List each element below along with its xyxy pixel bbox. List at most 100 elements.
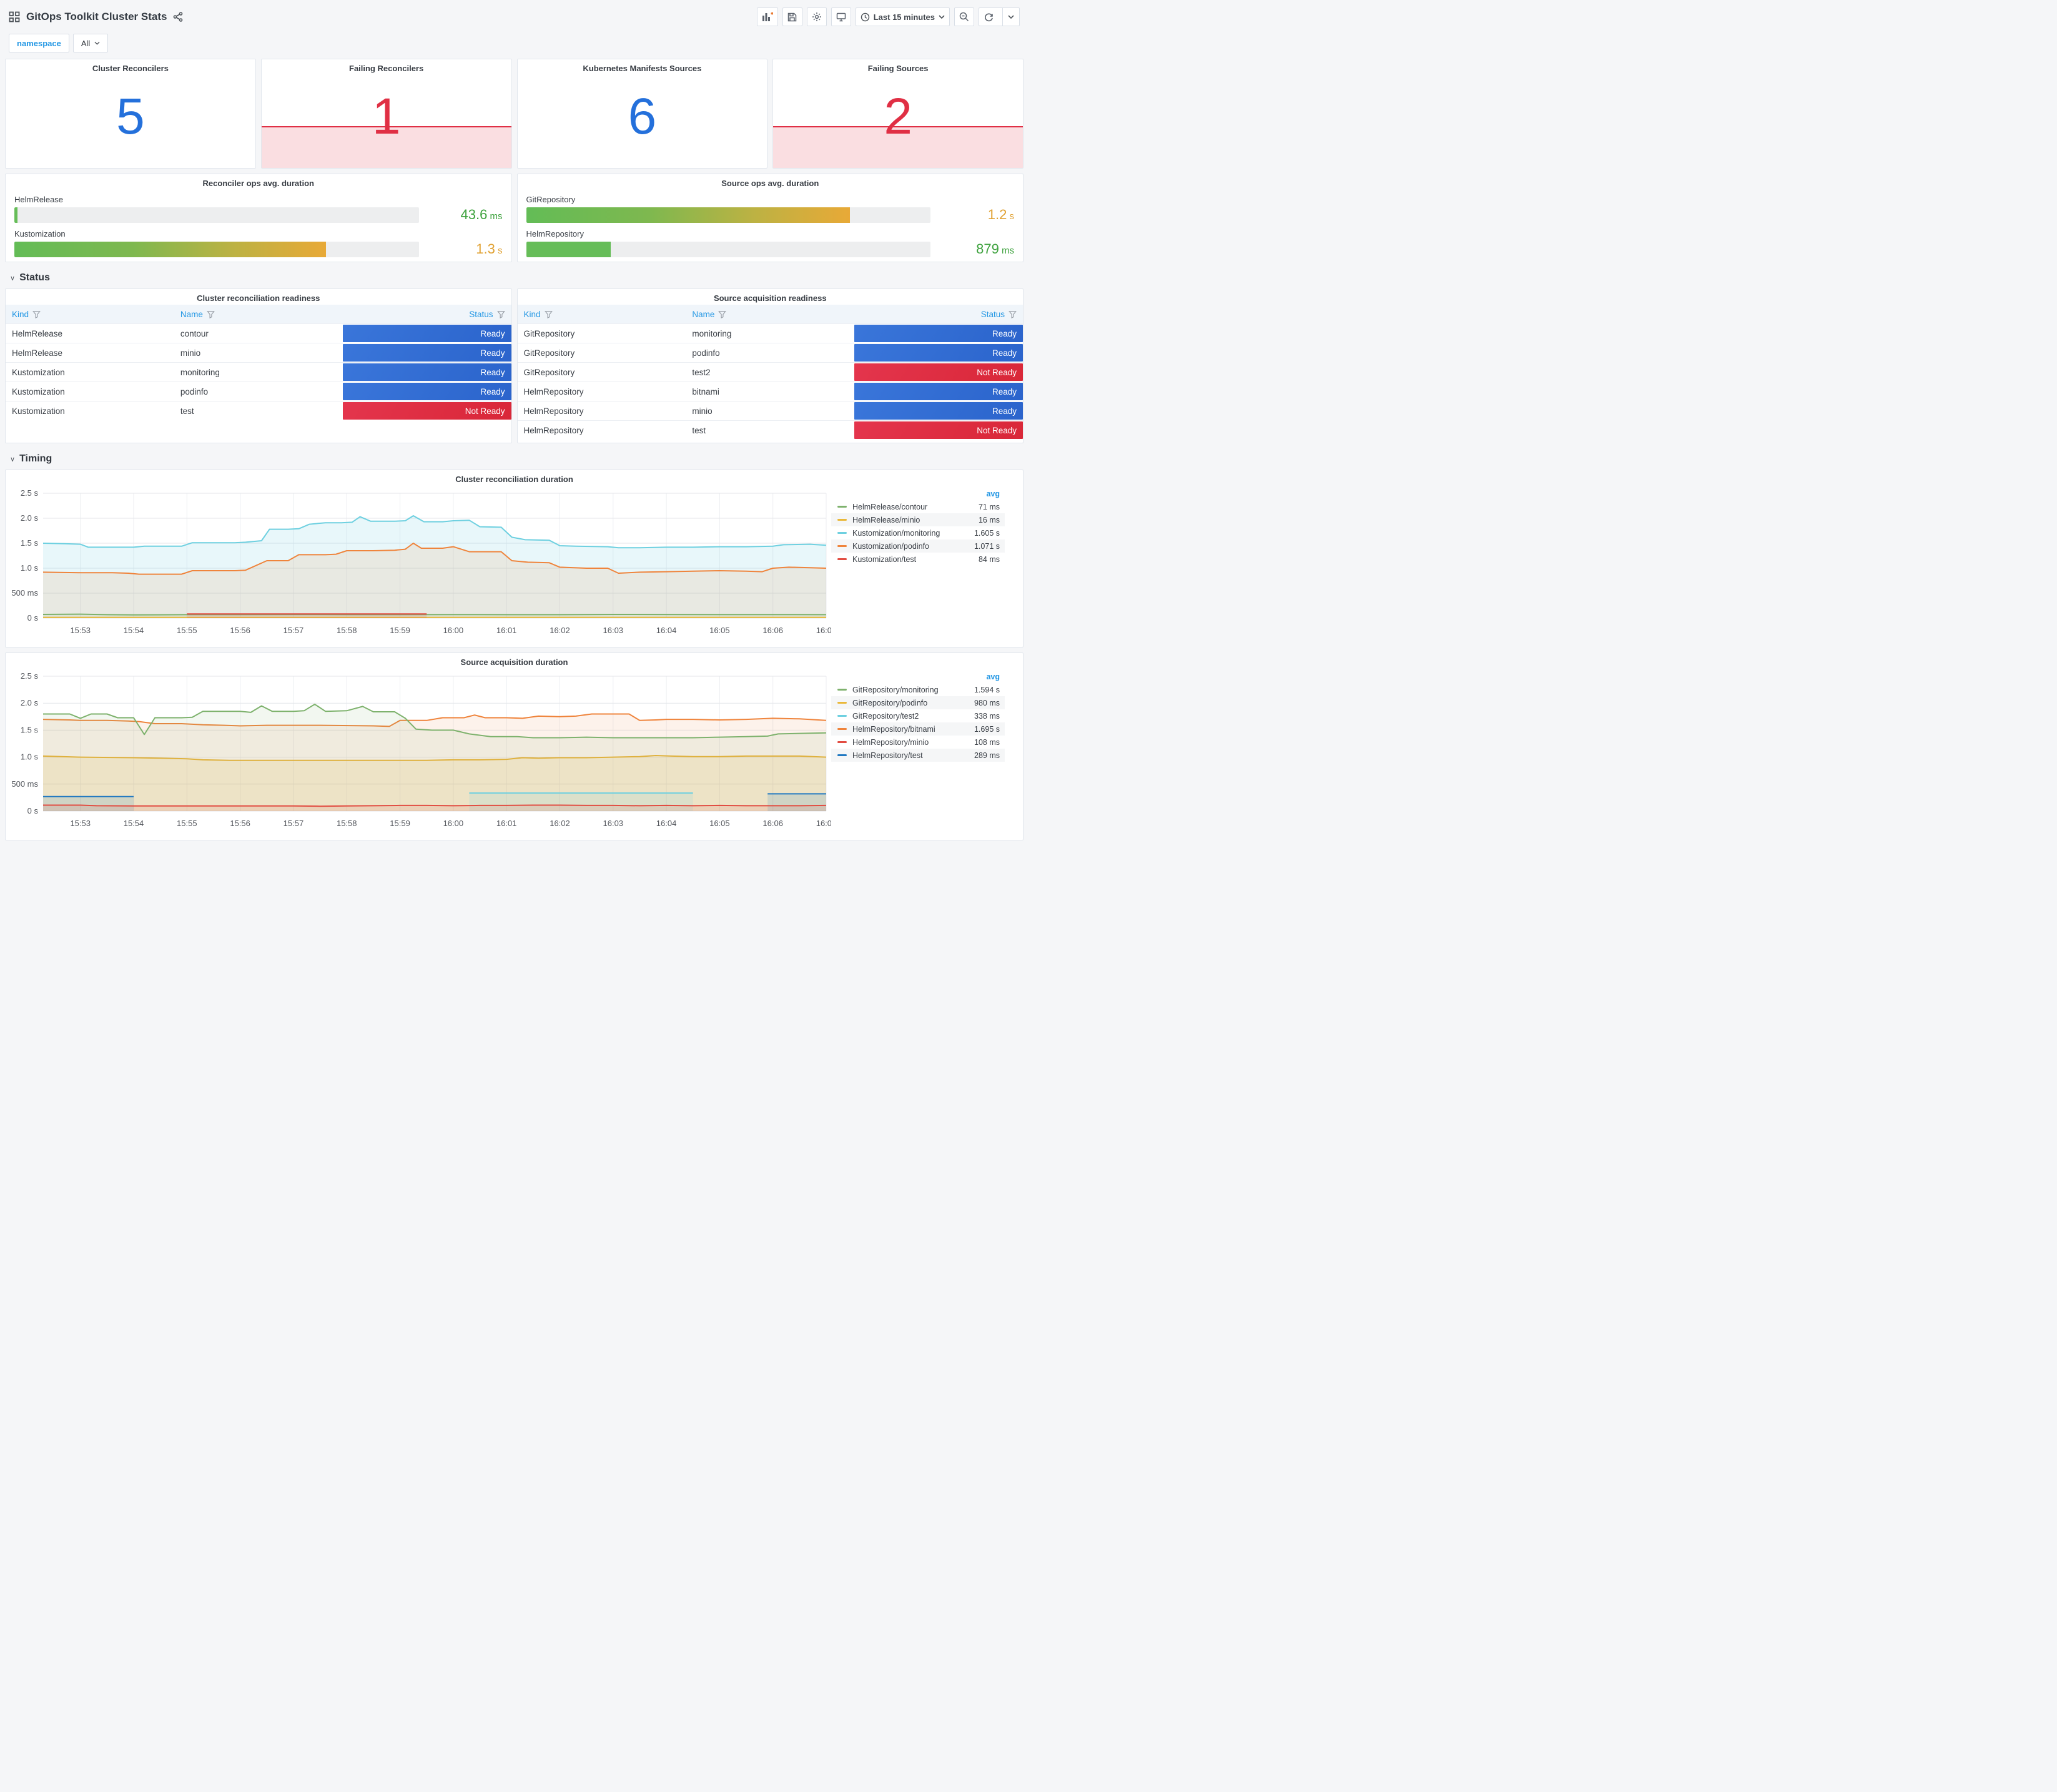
gauge-value-unit: s <box>1007 211 1014 222</box>
gauge-value-unit: ms <box>999 245 1014 256</box>
refresh-button[interactable] <box>979 8 999 26</box>
cell-name: minio <box>692 406 713 416</box>
legend-item[interactable]: HelmRelease/minio 16 ms <box>831 513 1005 526</box>
gauge-value-number: 879 <box>976 241 999 257</box>
svg-text:15:59: 15:59 <box>390 626 410 635</box>
legend-avg-header[interactable]: avg <box>986 672 1000 681</box>
legend-item[interactable]: GitRepository/monitoring 1.594 s <box>831 683 1005 696</box>
variable-namespace-select[interactable]: All <box>72 34 109 52</box>
table-column-header[interactable]: Status <box>343 310 511 319</box>
svg-text:500 ms: 500 ms <box>11 779 38 789</box>
cell-kind: HelmRelease <box>12 348 63 358</box>
legend-series-avg: 108 ms <box>974 737 1000 747</box>
chevron-down-icon: ∨ <box>10 274 16 282</box>
gauge-item: GitRepository 1.2 s <box>526 195 1014 223</box>
chart-plot[interactable]: 0 s 500 ms 1.0 s 1.5 s 2.0 s 2.5 s 15:53 15:54 1… <box>7 487 831 644</box>
filter-icon[interactable] <box>32 310 41 318</box>
stat-panel: Kubernetes Manifests Sources 6 <box>516 59 768 169</box>
svg-text:15:55: 15:55 <box>177 819 197 828</box>
legend-series-name: Kustomization/test <box>852 554 917 564</box>
legend-series-avg: 1.071 s <box>974 541 1000 551</box>
table-column-header[interactable]: Kind <box>6 310 174 319</box>
save-dashboard-button[interactable] <box>782 7 802 26</box>
gauge-line: 1.3 s <box>14 241 503 257</box>
cell-name: contour <box>180 328 209 338</box>
legend-item[interactable]: GitRepository/podinfo 980 ms <box>831 696 1005 709</box>
table-column-header[interactable]: Name <box>174 310 343 319</box>
filter-icon[interactable] <box>496 310 505 318</box>
gauge-label: HelmRelease <box>14 195 64 204</box>
dashboard-settings-button[interactable] <box>806 7 827 26</box>
cell-kind: HelmRelease <box>12 328 63 338</box>
gauge-panel-title: Source ops avg. duration <box>721 179 819 188</box>
table-row: HelmRelease contour Ready <box>6 323 511 343</box>
chart-title: Source acquisition duration <box>460 657 568 667</box>
filter-icon[interactable] <box>1009 310 1017 318</box>
table-column-header[interactable]: Status <box>854 310 1023 319</box>
svg-text:16:06: 16:06 <box>762 819 783 828</box>
legend-item[interactable]: HelmRepository/bitnami 1.695 s <box>831 722 1005 736</box>
filter-icon[interactable] <box>718 310 727 318</box>
cell-kind: GitRepository <box>523 367 575 377</box>
apps-grid-icon[interactable] <box>9 11 20 22</box>
filter-icon[interactable] <box>206 310 215 318</box>
legend-avg-header[interactable]: avg <box>986 490 1000 498</box>
legend-series-swatch <box>837 532 847 534</box>
stat-body: 5 <box>6 77 255 168</box>
table-column-header[interactable]: Kind <box>518 310 686 319</box>
table-column-header[interactable]: Name <box>686 310 854 319</box>
legend-item[interactable]: Kustomization/test 84 ms <box>831 553 1005 566</box>
page-title: GitOps Toolkit Cluster Stats <box>26 11 167 22</box>
stat-value: 6 <box>628 88 657 145</box>
svg-text:2.5 s: 2.5 s <box>21 488 39 498</box>
kiosk-mode-button[interactable] <box>831 7 851 26</box>
table-panel: Cluster reconciliation readiness Kind Name… <box>5 288 512 443</box>
svg-text:15:54: 15:54 <box>124 626 144 635</box>
svg-text:500 ms: 500 ms <box>11 588 38 598</box>
legend-series-name: HelmRelease/contour <box>852 502 928 511</box>
legend-series-swatch <box>837 506 847 508</box>
section-timing[interactable]: ∨ Timing <box>4 448 1025 470</box>
chart-body: 0 s 500 ms 1.0 s 1.5 s 2.0 s 2.5 s 15:53 15:54 1… <box>6 669 1023 840</box>
filter-icon[interactable] <box>544 310 553 318</box>
svg-text:2.5 s: 2.5 s <box>21 671 39 681</box>
cell-name: bitnami <box>692 386 719 396</box>
table-column-label: Status <box>469 309 493 319</box>
status-badge: Not Ready <box>342 402 511 420</box>
add-panel-button[interactable] <box>756 7 778 26</box>
status-badge: Ready <box>342 344 511 362</box>
legend-item[interactable]: HelmRepository/minio 108 ms <box>831 736 1005 749</box>
cell-kind: HelmRepository <box>523 406 584 416</box>
table-row: GitRepository test2 Not Ready <box>517 362 1023 382</box>
legend-item[interactable]: Kustomization/monitoring 1.605 s <box>831 526 1005 539</box>
section-status[interactable]: ∨ Status <box>4 267 1025 288</box>
section-timing-label: Timing <box>19 453 52 464</box>
svg-text:16:01: 16:01 <box>496 626 517 635</box>
zoom-out-button[interactable] <box>954 7 974 26</box>
legend-item[interactable]: GitRepository/test2 338 ms <box>831 709 1005 722</box>
refresh-interval-dropdown[interactable] <box>1002 8 1019 26</box>
table-title: Source acquisition readiness <box>713 293 827 303</box>
gauge-item: HelmRepository 879 ms <box>526 229 1014 257</box>
cell-kind: HelmRepository <box>523 425 584 435</box>
share-icon[interactable] <box>173 12 183 22</box>
legend-item[interactable]: HelmRepository/test 289 ms <box>831 749 1005 762</box>
stat-panel: Failing Reconcilers 1 <box>260 59 512 169</box>
svg-text:15:55: 15:55 <box>177 626 197 635</box>
status-badge: Ready <box>854 344 1023 362</box>
svg-text:15:59: 15:59 <box>390 819 410 828</box>
legend-series-avg: 1.594 s <box>974 685 1000 694</box>
chart-plot[interactable]: 0 s 500 ms 1.0 s 1.5 s 2.0 s 2.5 s 15:53 15:54 1… <box>7 670 831 837</box>
time-range-picker[interactable]: Last 15 minutes <box>855 7 950 26</box>
legend-item[interactable]: HelmRelease/contour 71 ms <box>831 500 1005 513</box>
legend-series-name: HelmRepository/test <box>852 751 923 760</box>
legend-series-avg: 338 ms <box>974 711 1000 721</box>
gauge-fill <box>14 241 326 257</box>
timeseries-panel: Cluster reconciliation duration 0 s 500 ms… <box>5 470 1024 647</box>
gauge-value-number: 1.2 <box>987 207 1007 222</box>
table-row: Kustomization test Not Ready <box>6 401 511 420</box>
cell-name: monitoring <box>692 328 732 338</box>
chart-title: Cluster reconciliation duration <box>455 475 573 484</box>
legend-series-avg: 289 ms <box>974 751 1000 760</box>
legend-item[interactable]: Kustomization/podinfo 1.071 s <box>831 539 1005 553</box>
